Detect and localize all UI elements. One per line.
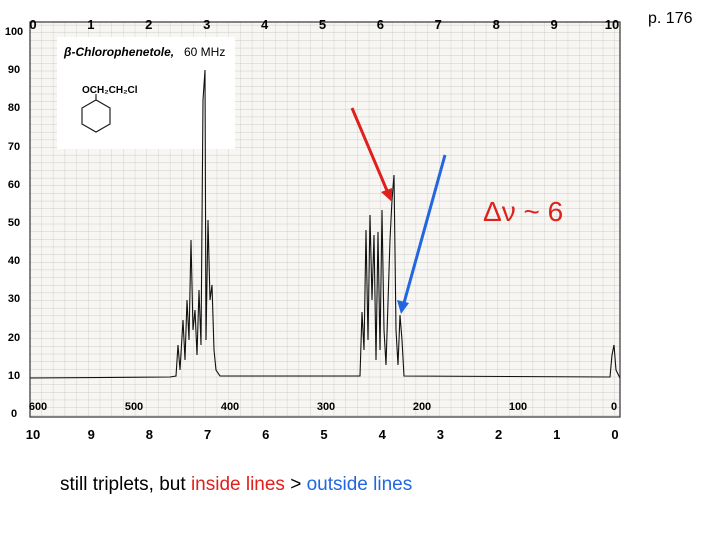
top-scale-label: 4: [260, 17, 269, 32]
caption-text: still triplets, but: [60, 474, 186, 495]
hz-scale-label: 500: [124, 401, 144, 413]
left-scale-label: 10: [7, 369, 21, 382]
top-scale-label: 2: [145, 17, 153, 32]
caption-inside: inside lines: [190, 474, 285, 495]
top-scale-label: 5: [318, 17, 327, 32]
left-scale-label: 90: [7, 64, 21, 77]
left-scale-label: 80: [7, 102, 21, 115]
frame: [29, 21, 621, 418]
left-scale-label: 60: [7, 178, 21, 191]
formula: OCH₂CH₂Cl: [82, 85, 138, 96]
left-scale-label: 20: [7, 331, 21, 344]
top-scale-label: 6: [376, 17, 385, 32]
benzene: [81, 94, 111, 133]
top-scale-label: 7: [434, 17, 442, 32]
ppm-scale-label: 5: [320, 427, 328, 442]
hz-scale-label: 600: [28, 401, 48, 413]
ppm-scale-label: 6: [262, 427, 270, 442]
caption: still triplets, but inside lines > outsi…: [60, 474, 412, 496]
compound-name: β-Chlorophenetole,: [64, 45, 175, 59]
hz-scale-label: 400: [220, 401, 240, 413]
left-scale-label: 70: [7, 140, 21, 153]
left-scale-label: 40: [7, 255, 21, 268]
caption-gt: >: [290, 474, 302, 495]
left-scale-label: 0: [10, 408, 18, 420]
ppm-scale-label: 0: [611, 427, 619, 442]
page-label: p. 176: [648, 10, 693, 27]
left-scale-label: 100: [4, 26, 24, 38]
ppm-scale-label: 7: [203, 427, 212, 442]
hz-scale-label: 100: [508, 401, 528, 413]
top-scale-label: 10: [604, 17, 620, 32]
top-scale-label: 0: [29, 17, 37, 32]
delta-nu-annotation: Δν ~ 6: [483, 196, 564, 227]
red-arrow: [350, 107, 390, 194]
top-scale-label: 1: [87, 17, 95, 32]
ppm-scale-label: 10: [25, 427, 41, 442]
ppm-scale-label: 3: [436, 427, 445, 442]
ppm-scale-label: 8: [145, 427, 154, 442]
top-scale-label: 9: [550, 17, 558, 32]
left-scale-label: 30: [7, 293, 21, 306]
left-scale-label: 50: [7, 217, 21, 229]
red-arrowhead: [381, 188, 392, 202]
ppm-scale-label: 2: [494, 427, 503, 442]
blue-arrowhead: [397, 300, 409, 314]
hz-scale-label: 200: [412, 401, 432, 413]
blue-arrow: [402, 154, 447, 304]
hz-scale-label: 0: [610, 401, 618, 413]
caption-outside: outside lines: [306, 474, 413, 495]
frequency: 60 MHz: [184, 45, 226, 59]
ppm-scale-label: 9: [87, 427, 95, 442]
hz-scale-label: 300: [316, 401, 336, 413]
top-scale-label: 8: [492, 17, 500, 32]
top-scale-label: 3: [203, 17, 211, 32]
ppm-scale-label: 4: [378, 427, 386, 442]
ppm-scale-label: 1: [553, 427, 561, 442]
spectrum-trace: [29, 69, 621, 379]
